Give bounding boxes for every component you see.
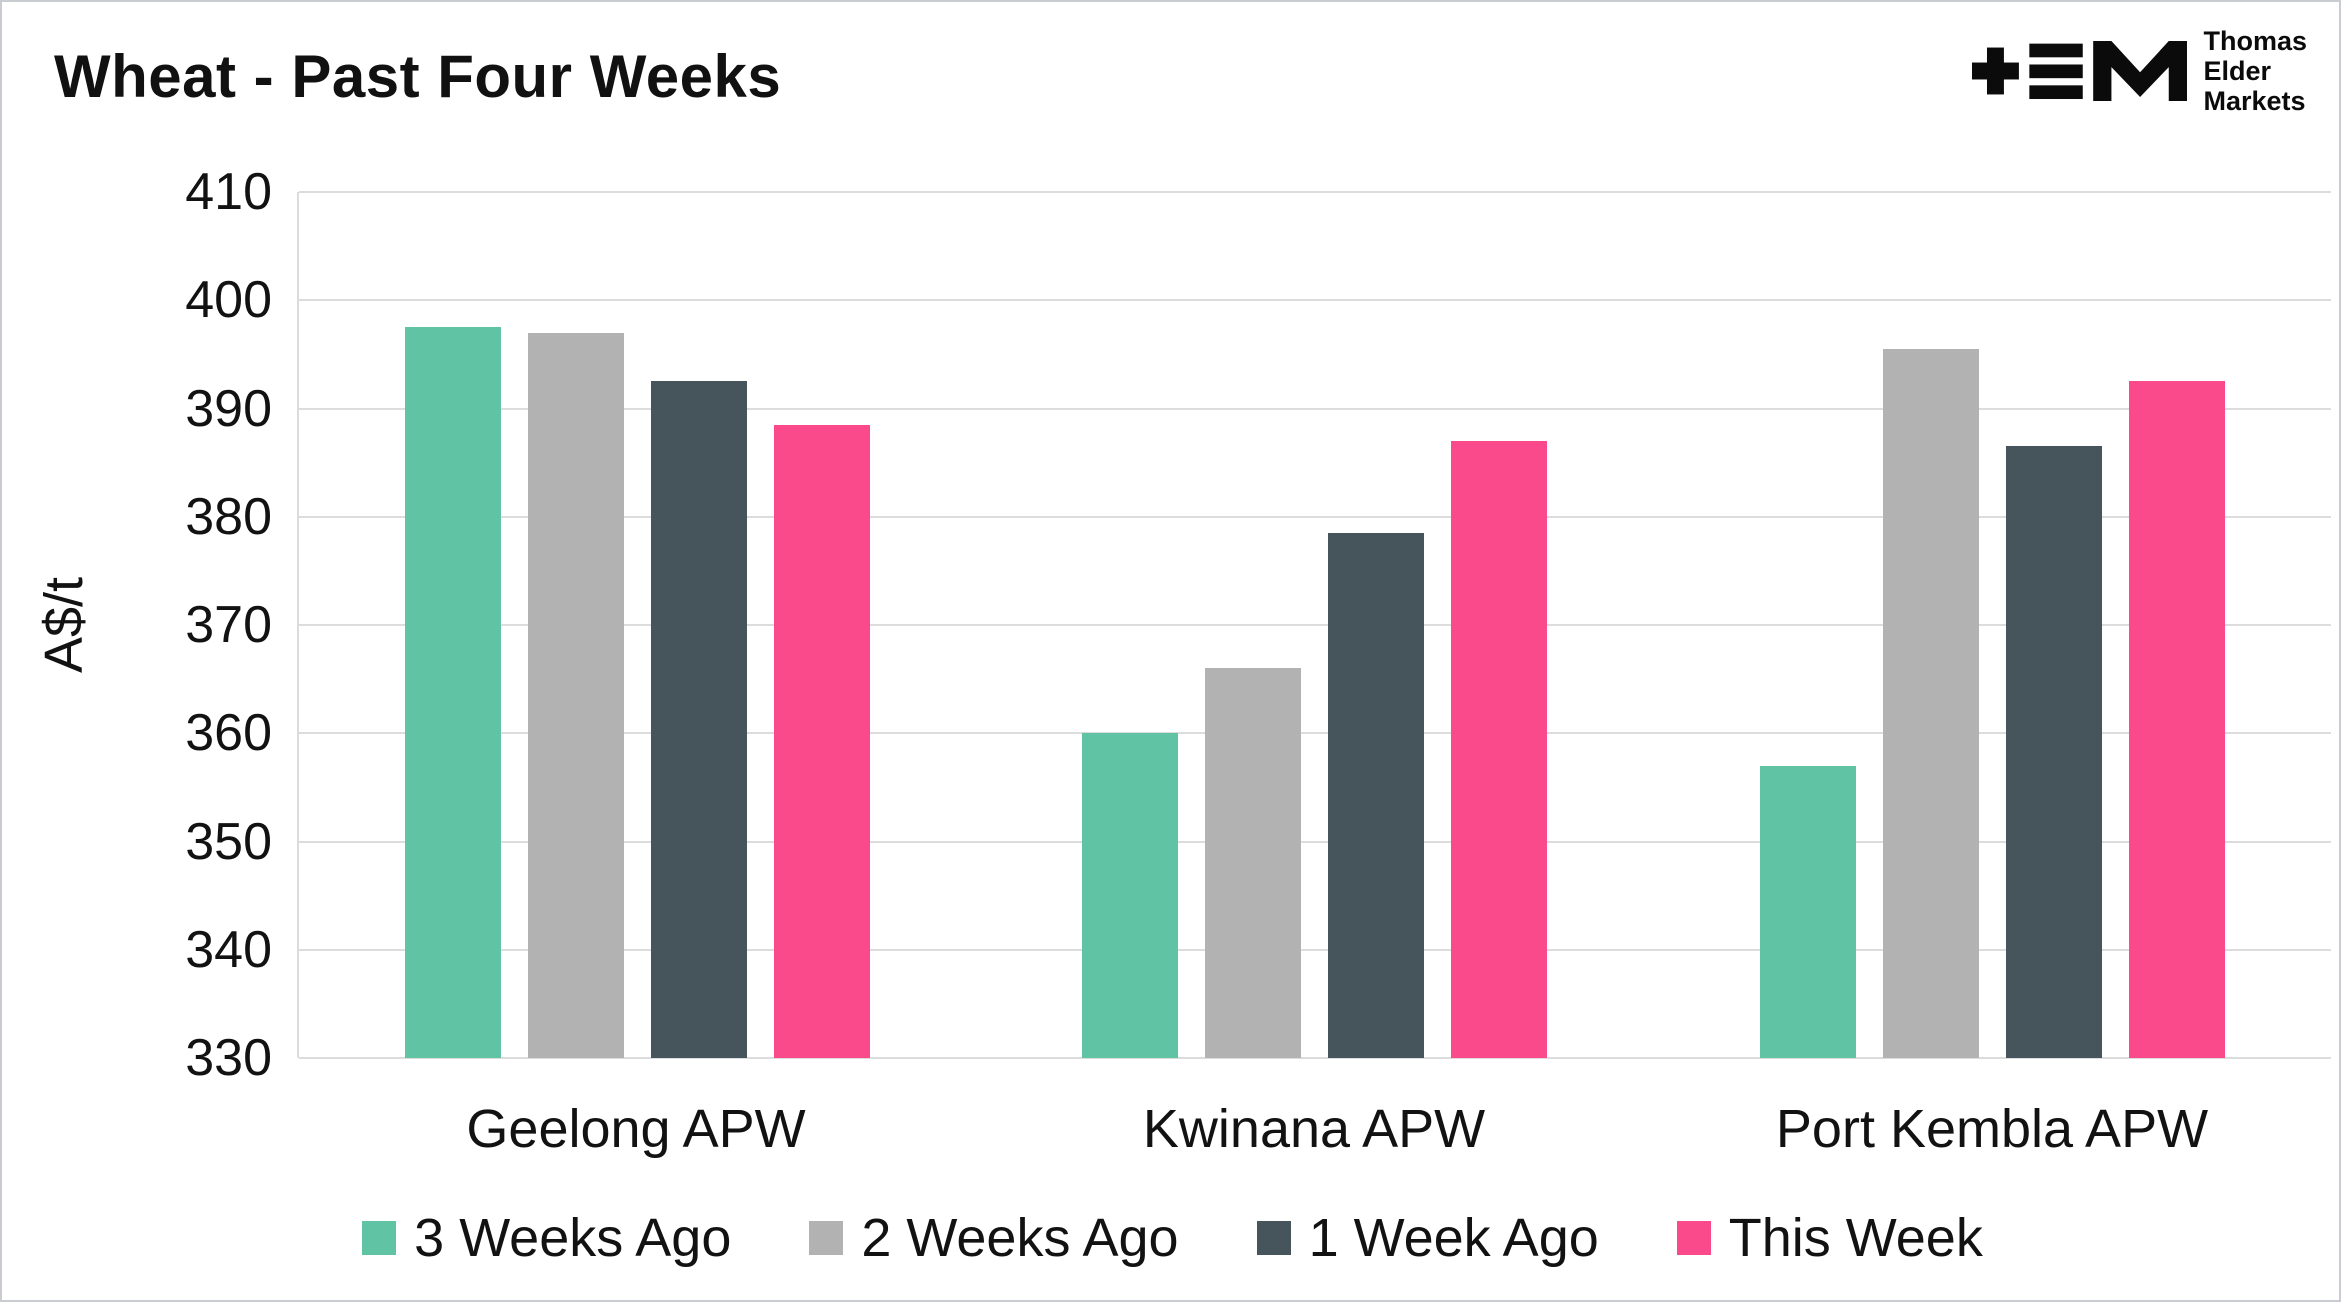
bar-group xyxy=(299,192,976,1058)
gridline xyxy=(299,407,2331,410)
bar-groups xyxy=(299,192,2331,1058)
legend-item: This Week xyxy=(1676,1207,1983,1269)
y-tick-label: 360 xyxy=(185,704,272,763)
y-tick-label: 340 xyxy=(185,920,272,979)
bar xyxy=(2128,381,2225,1058)
legend-swatch xyxy=(809,1221,844,1255)
gridline xyxy=(299,191,2331,193)
legend-item: 1 Week Ago xyxy=(1256,1207,1599,1269)
bar xyxy=(528,332,625,1058)
y-tick-label: 410 xyxy=(185,163,272,221)
y-tick-label: 400 xyxy=(185,271,272,330)
y-axis-ticks: 410 400 390 380 370 360 350 340 330 xyxy=(112,163,272,1087)
bar xyxy=(1451,440,1548,1058)
bar xyxy=(1882,348,1979,1058)
category-label: Kwinana APW xyxy=(1142,1099,1486,1159)
legend-swatch xyxy=(362,1221,397,1255)
bar xyxy=(774,424,871,1058)
brand-logo: Thomas Elder Markets xyxy=(1972,26,2307,117)
category-label: Geelong APW xyxy=(466,1099,806,1159)
y-tick-label: 330 xyxy=(185,1029,272,1087)
y-tick-label: 380 xyxy=(185,487,272,546)
tem-logo-icon xyxy=(1972,38,2188,104)
gridline xyxy=(299,299,2331,302)
bar xyxy=(1759,765,1856,1058)
category-label: Port Kembla APW xyxy=(1775,1099,2209,1159)
brand-line-2: Elder xyxy=(2203,56,2271,87)
gridline xyxy=(299,624,2331,626)
chart-title: Wheat - Past Four Weeks xyxy=(54,43,782,110)
gridline xyxy=(299,840,2331,843)
gridline xyxy=(299,948,2331,951)
legend-item: 3 Weeks Ago xyxy=(362,1207,731,1269)
y-tick-label: 390 xyxy=(185,379,272,438)
bar xyxy=(1082,733,1179,1058)
bar-group xyxy=(976,192,1653,1058)
brand-line-3: Markets xyxy=(2203,86,2306,117)
y-tick-label: 370 xyxy=(185,596,272,654)
legend-label: 1 Week Ago xyxy=(1308,1208,1599,1268)
bar xyxy=(651,381,748,1058)
legend-label: This Week xyxy=(1728,1208,1983,1268)
legend-label: 3 Weeks Ago xyxy=(414,1208,732,1268)
bar xyxy=(1205,668,1302,1058)
brand-line-1: Thomas xyxy=(2203,26,2307,56)
legend-item: 2 Weeks Ago xyxy=(809,1207,1179,1269)
legend-swatch xyxy=(1676,1221,1711,1255)
y-tick-label: 350 xyxy=(185,812,272,871)
legend-swatch xyxy=(1256,1221,1291,1255)
gridline xyxy=(299,732,2331,735)
legend-label: 2 Weeks Ago xyxy=(861,1208,1179,1268)
bar xyxy=(2005,446,2102,1058)
legend: 3 Weeks Ago 2 Weeks Ago 1 Week Ago This Wee… xyxy=(2,1207,2339,1269)
bar xyxy=(1328,533,1425,1058)
plot-area xyxy=(297,191,2331,1059)
x-axis-labels: Geelong APW Kwinana APW Port Kembla APW xyxy=(297,1098,2331,1160)
y-axis-title: A$/t xyxy=(34,576,94,674)
gridline xyxy=(299,515,2331,518)
bar xyxy=(405,327,502,1058)
gridline xyxy=(299,1057,2331,1059)
bar-group xyxy=(1654,192,2331,1058)
brand-logo-text: Thomas Elder Markets xyxy=(2203,26,2307,117)
